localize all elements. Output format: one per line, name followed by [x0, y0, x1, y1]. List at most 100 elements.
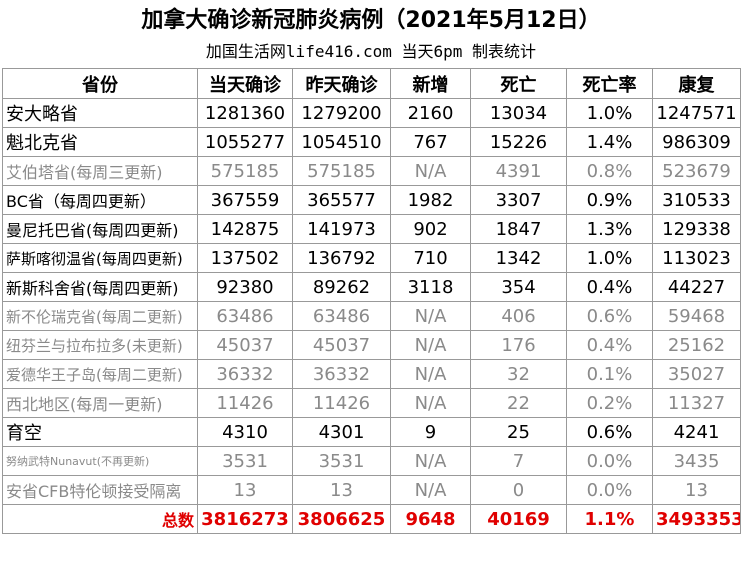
- value-cell: 0.0%: [566, 475, 653, 505]
- value-cell: 367559: [197, 185, 293, 215]
- column-header: 昨天确诊: [292, 68, 391, 99]
- value-cell: 1.3%: [566, 214, 653, 244]
- table-row: 努纳武特Nunavut(不再更新) 3531 3531 N/A 7 0.0% 3435: [2, 446, 741, 476]
- column-header: 死亡: [470, 68, 567, 99]
- table-row: 曼尼托巴省(每周四更新) 142875 141973 902 1847 1.3% 12933…: [2, 214, 741, 244]
- value-cell: 13: [197, 475, 293, 505]
- value-cell: 0.6%: [566, 417, 653, 447]
- value-cell: 3816273: [197, 504, 293, 534]
- value-cell: 45037: [292, 330, 391, 360]
- value-cell: 1982: [390, 185, 471, 215]
- table-row: 新不伦瑞克省(每周二更新) 63486 63486 N/A 406 0.6% 59468: [2, 301, 741, 331]
- value-cell: 1.0%: [566, 243, 653, 273]
- province-cell: 新不伦瑞克省(每周二更新): [2, 301, 198, 331]
- value-cell: 137502: [197, 243, 293, 273]
- value-cell: 63486: [197, 301, 293, 331]
- value-cell: N/A: [390, 359, 471, 389]
- value-cell: 354: [470, 272, 567, 302]
- value-cell: 63486: [292, 301, 391, 331]
- value-cell: 310533: [652, 185, 741, 215]
- value-cell: 142875: [197, 214, 293, 244]
- value-cell: 710: [390, 243, 471, 273]
- province-cell: 纽芬兰与拉布拉多(未更新): [2, 330, 198, 360]
- value-cell: 0.0%: [566, 446, 653, 476]
- value-cell: 4301: [292, 417, 391, 447]
- province-cell: 努纳武特Nunavut(不再更新): [2, 446, 198, 476]
- value-cell: N/A: [390, 330, 471, 360]
- value-cell: 40169: [470, 504, 567, 534]
- table: 省份 当天确诊 昨天确诊 新增 死亡 死亡率 康复 安大略省 1281360 1279200 21…: [2, 68, 741, 534]
- value-cell: 365577: [292, 185, 391, 215]
- value-cell: N/A: [390, 446, 471, 476]
- value-cell: N/A: [390, 301, 471, 331]
- value-cell: 1.0%: [566, 98, 653, 128]
- value-cell: 15226: [470, 127, 567, 157]
- province-cell: BC省（每周四更新）: [2, 185, 198, 215]
- value-cell: 1054510: [292, 127, 391, 157]
- value-cell: 3531: [292, 446, 391, 476]
- column-header: 省份: [2, 68, 198, 99]
- table-row: 纽芬兰与拉布拉多(未更新) 45037 45037 N/A 176 0.4% 25162: [2, 330, 741, 360]
- value-cell: 575185: [197, 156, 293, 186]
- province-cell: 育空: [2, 417, 198, 447]
- value-cell: 11426: [197, 388, 293, 418]
- value-cell: 1279200: [292, 98, 391, 128]
- value-cell: 575185: [292, 156, 391, 186]
- value-cell: 32: [470, 359, 567, 389]
- value-cell: 1.1%: [566, 504, 653, 534]
- value-cell: 0: [470, 475, 567, 505]
- value-cell: N/A: [390, 388, 471, 418]
- table-row: 西北地区(每周一更新) 11426 11426 N/A 22 0.2% 11327: [2, 388, 741, 418]
- column-header: 新增: [390, 68, 471, 99]
- value-cell: 7: [470, 446, 567, 476]
- province-cell: 曼尼托巴省(每周四更新): [2, 214, 198, 244]
- table-row: 魁北克省 1055277 1054510 767 15226 1.4% 986309: [2, 127, 741, 157]
- value-cell: 36332: [292, 359, 391, 389]
- value-cell: 1281360: [197, 98, 293, 128]
- value-cell: 25162: [652, 330, 741, 360]
- table-row: 安省CFB特伦顿接受隔离 13 13 N/A 0 0.0% 13: [2, 475, 741, 505]
- value-cell: 4241: [652, 417, 741, 447]
- value-cell: 986309: [652, 127, 741, 157]
- value-cell: 0.1%: [566, 359, 653, 389]
- value-cell: 45037: [197, 330, 293, 360]
- value-cell: N/A: [390, 475, 471, 505]
- value-cell: 59468: [652, 301, 741, 331]
- value-cell: 92380: [197, 272, 293, 302]
- value-cell: 0.4%: [566, 330, 653, 360]
- value-cell: 89262: [292, 272, 391, 302]
- table-row: 艾伯塔省(每周三更新) 575185 575185 N/A 4391 0.8% 523679: [2, 156, 741, 186]
- value-cell: 13: [652, 475, 741, 505]
- value-cell: 11327: [652, 388, 741, 418]
- column-header: 康复: [652, 68, 741, 99]
- province-cell: 新斯科舍省(每周四更新): [2, 272, 198, 302]
- value-cell: 902: [390, 214, 471, 244]
- value-cell: 129338: [652, 214, 741, 244]
- column-header: 当天确诊: [197, 68, 293, 99]
- value-cell: 0.6%: [566, 301, 653, 331]
- table-row: 安大略省 1281360 1279200 2160 13034 1.0% 1247571: [2, 98, 741, 128]
- value-cell: 13034: [470, 98, 567, 128]
- table-row: 萨斯喀彻温省(每周四更新) 137502 136792 710 1342 1.0% 1130…: [2, 243, 741, 273]
- title: 加拿大确诊新冠肺炎病例（2021年5月12日）: [141, 8, 601, 33]
- value-cell: 1247571: [652, 98, 741, 128]
- table-row: 新斯科舍省(每周四更新) 92380 89262 3118 354 0.4% 44227: [2, 272, 741, 302]
- province-cell: 总数: [2, 504, 198, 534]
- province-cell: 西北地区(每周一更新): [2, 388, 198, 418]
- table-row: BC省（每周四更新） 367559 365577 1982 3307 0.9% 310533: [2, 185, 741, 215]
- value-cell: 36332: [197, 359, 293, 389]
- header-row: 省份 当天确诊 昨天确诊 新增 死亡 死亡率 康复: [2, 68, 741, 99]
- value-cell: 11426: [292, 388, 391, 418]
- province-cell: 安大略省: [2, 98, 198, 128]
- province-cell: 安省CFB特伦顿接受隔离: [2, 475, 198, 505]
- value-cell: 406: [470, 301, 567, 331]
- value-cell: 13: [292, 475, 391, 505]
- value-cell: 3435: [652, 446, 741, 476]
- value-cell: 35027: [652, 359, 741, 389]
- value-cell: 523679: [652, 156, 741, 186]
- column-header: 死亡率: [566, 68, 653, 99]
- value-cell: 1.4%: [566, 127, 653, 157]
- value-cell: 0.9%: [566, 185, 653, 215]
- value-cell: 3493353: [652, 504, 741, 534]
- subtitle: 加国生活网life416.com 当天6pm 制表统计: [205, 42, 537, 61]
